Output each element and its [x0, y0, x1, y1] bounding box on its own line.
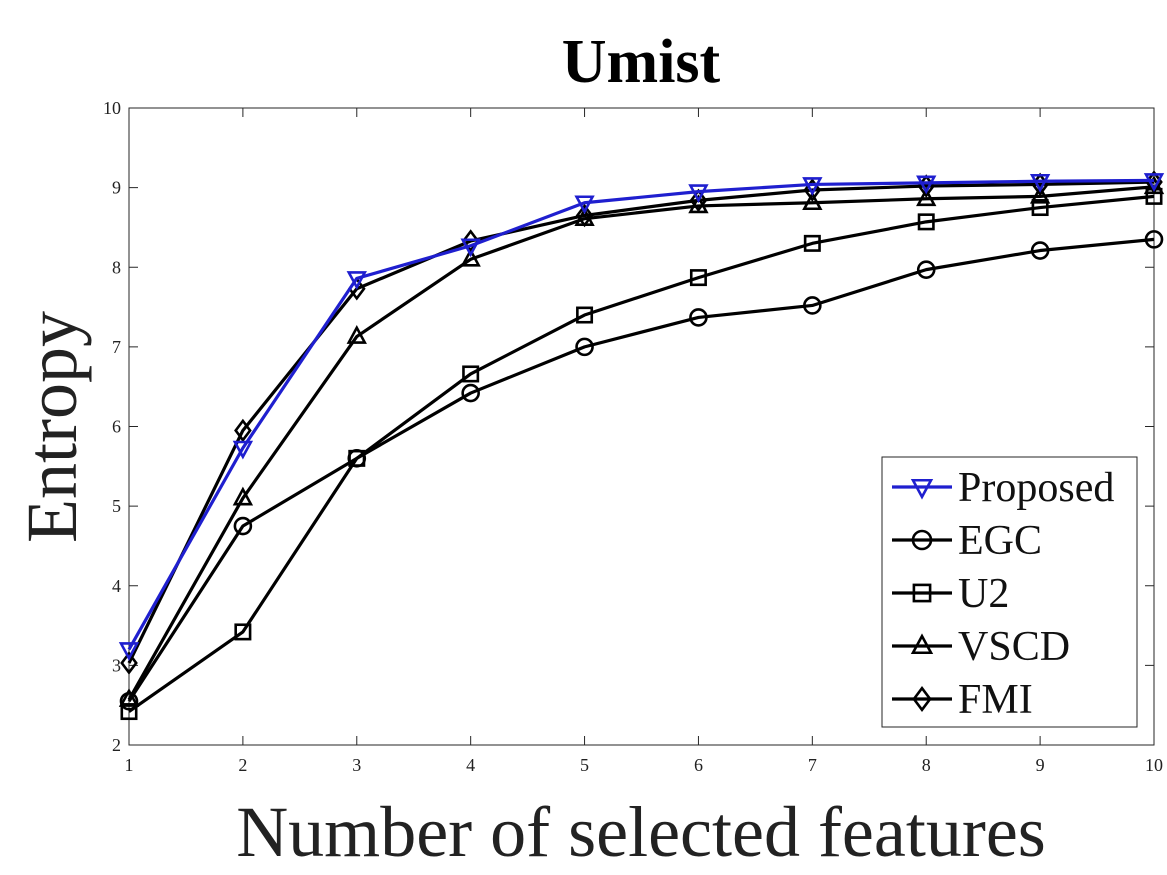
data-point-square	[803, 234, 821, 252]
data-point-diamond	[912, 686, 932, 712]
data-point-triangle-down	[460, 238, 481, 258]
x-tick-label: 6	[694, 755, 703, 775]
data-point-triangle-down	[1143, 173, 1165, 192]
y-axis-label: Entropy	[12, 311, 92, 543]
data-point-diamond	[461, 229, 480, 253]
data-point-square	[462, 365, 480, 383]
data-point-triangle-down	[118, 642, 140, 661]
x-tick-label: 5	[580, 755, 589, 775]
y-tick-label: 7	[112, 337, 121, 357]
legend-label: U2	[958, 571, 1009, 617]
data-point-circle	[1030, 241, 1050, 260]
series-egc	[119, 230, 1164, 711]
data-point-triangle-down	[916, 175, 937, 195]
data-point-circle	[916, 260, 936, 279]
series-line	[127, 180, 1155, 664]
data-point-triangle-up	[346, 324, 367, 344]
series-lines	[118, 170, 1165, 721]
y-tick-label: 6	[112, 417, 121, 437]
data-point-square	[912, 583, 932, 603]
legend-label: VSCD	[958, 624, 1070, 670]
y-tick-label: 2	[112, 735, 121, 755]
legend-label: FMI	[958, 677, 1033, 723]
legend-item-egc: EGC	[892, 518, 1042, 564]
data-point-triangle-up	[232, 486, 254, 506]
data-point-circle	[689, 308, 708, 327]
data-point-triangle-down	[688, 184, 709, 204]
data-point-triangle-up	[1029, 184, 1051, 204]
data-point-diamond	[120, 651, 138, 675]
data-point-square	[689, 269, 707, 287]
data-point-triangle-up	[910, 633, 934, 655]
x-tick-label: 1	[125, 755, 134, 775]
data-point-circle	[911, 529, 933, 551]
legend-item-proposed: Proposed	[892, 465, 1114, 511]
y-tick-label: 8	[112, 257, 121, 277]
data-point-diamond	[689, 188, 708, 213]
series-line	[127, 185, 1155, 701]
x-axis-label: Number of selected features	[236, 792, 1046, 872]
x-tick-label: 7	[808, 755, 817, 775]
data-point-circle	[233, 516, 253, 536]
data-point-diamond	[575, 203, 594, 228]
chart-title: Umist	[562, 28, 721, 96]
y-tick-label: 10	[103, 98, 121, 118]
legend-item-u2: U2	[892, 571, 1009, 617]
data-point-square	[234, 623, 252, 641]
data-point-square	[917, 213, 935, 231]
legend: Proposed EGC U2 VSCD FMI	[881, 456, 1138, 728]
data-point-triangle-up	[916, 187, 937, 207]
data-point-circle	[803, 296, 822, 315]
data-point-triangle-down	[574, 195, 595, 215]
data-point-triangle-down	[1029, 173, 1051, 193]
legend-label: EGC	[958, 518, 1042, 564]
y-tick-label: 4	[112, 576, 121, 596]
y-tick-label: 5	[112, 496, 121, 516]
x-tick-label: 2	[238, 755, 247, 775]
legend-item-vscd: VSCD	[892, 624, 1070, 670]
data-point-triangle-down	[232, 440, 254, 460]
legend-label: Proposed	[958, 465, 1114, 511]
y-tick-label: 3	[112, 655, 121, 675]
x-tick-label: 8	[922, 755, 931, 775]
series-line	[127, 178, 1155, 651]
data-point-triangle-down	[802, 177, 823, 196]
data-point-triangle-down	[346, 271, 367, 290]
data-point-triangle-up	[118, 688, 140, 707]
data-point-circle	[575, 337, 594, 357]
data-point-triangle-down	[910, 478, 934, 500]
x-tick-label: 9	[1036, 755, 1045, 775]
series-u2	[120, 187, 1163, 721]
legend-item-fmi: FMI	[892, 677, 1033, 723]
x-tick-label: 10	[1145, 755, 1163, 775]
data-point-square	[1031, 199, 1049, 217]
data-point-triangle-up	[460, 247, 481, 267]
data-point-circle	[1144, 230, 1164, 249]
x-tick-label: 3	[352, 755, 361, 775]
series-proposed	[118, 173, 1165, 661]
x-tick-label: 4	[466, 755, 475, 775]
data-point-square	[348, 449, 366, 467]
data-point-diamond	[234, 418, 252, 443]
data-point-triangle-up	[802, 191, 823, 211]
data-point-square	[576, 306, 594, 324]
y-tick-label: 9	[112, 178, 121, 198]
series-line	[127, 237, 1155, 703]
series-line	[128, 194, 1155, 713]
data-point-circle	[461, 383, 480, 403]
